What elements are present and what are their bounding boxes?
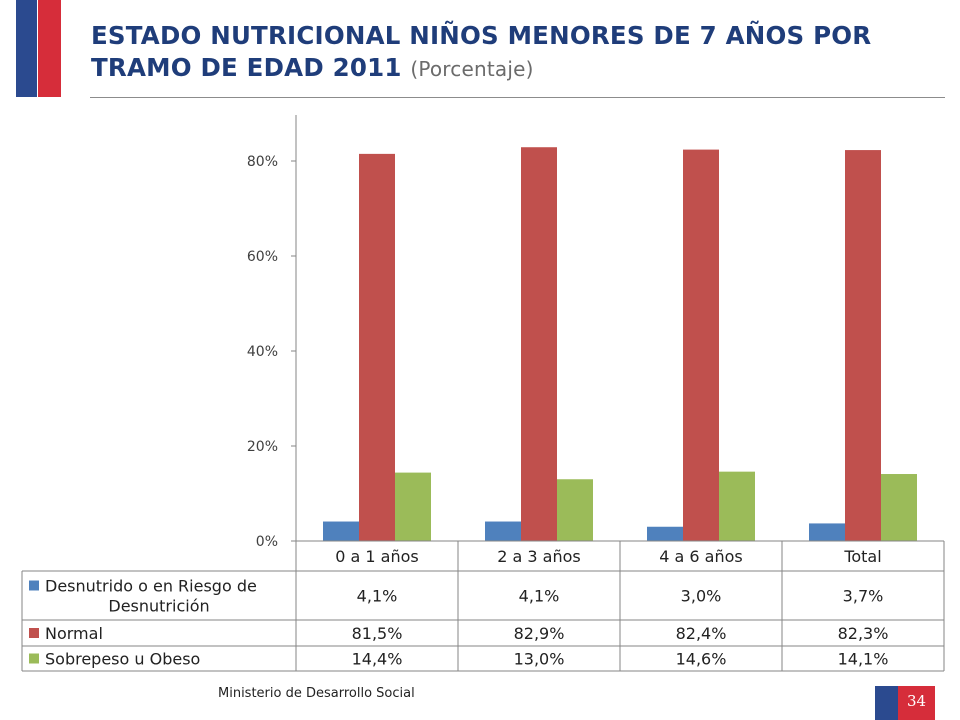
page-badge-red (898, 686, 935, 720)
bar-1-2 (485, 521, 521, 541)
bar-3-1 (395, 472, 431, 541)
data-label: 14,4% (352, 650, 403, 669)
bar-2-4 (845, 150, 881, 541)
legend-key-2 (29, 628, 39, 638)
bar-2-1 (359, 153, 395, 541)
data-label: 13,0% (514, 650, 565, 669)
legend-key-3 (29, 653, 39, 664)
page-badge-blue (875, 686, 898, 720)
data-label: 82,9% (514, 624, 565, 643)
y-tick-label: 80% (247, 154, 278, 170)
category-label: 0 a 1 años (335, 547, 419, 566)
footer-text: Ministerio de Desarrollo Social (218, 686, 415, 701)
data-label: 81,5% (352, 624, 403, 643)
y-tick-label: 40% (247, 344, 278, 360)
page-number: 34 (906, 692, 927, 710)
data-label: 14,6% (676, 650, 727, 669)
bar-2-2 (521, 147, 557, 541)
series-name: Normal (45, 624, 103, 643)
bar-3-3 (719, 471, 755, 541)
data-label: 3,0% (681, 587, 722, 606)
series-name: Desnutrido o en Riesgo de (45, 577, 257, 596)
title-main: ESTADO NUTRICIONAL NIÑOS MENORES DE 7 AÑ… (91, 21, 872, 82)
category-label: 4 a 6 años (659, 547, 743, 566)
data-label: 82,3% (838, 624, 889, 643)
data-label: 82,4% (676, 624, 727, 643)
bar-3-2 (557, 479, 593, 541)
flag-blue-stripe (16, 0, 37, 97)
title-subtitle: (Porcentaje) (410, 57, 534, 81)
category-label: Total (843, 547, 881, 566)
data-label: 14,1% (838, 650, 889, 669)
series-name: Desnutrición (108, 597, 209, 616)
series-name: Sobrepeso u Obeso (45, 650, 200, 669)
bar-2-3 (683, 149, 719, 541)
y-tick-label: 20% (247, 439, 278, 455)
slide-title: ESTADO NUTRICIONAL NIÑOS MENORES DE 7 AÑ… (91, 20, 951, 85)
title-rule (90, 97, 945, 98)
y-tick-label: 0% (256, 534, 278, 550)
y-tick-label: 60% (247, 249, 278, 265)
bar-1-4 (809, 523, 845, 541)
data-label: 4,1% (357, 587, 398, 606)
data-label: 3,7% (843, 587, 884, 606)
data-label: 4,1% (519, 587, 560, 606)
bar-1-3 (647, 526, 683, 541)
category-label: 2 a 3 años (497, 547, 581, 566)
bar-3-4 (881, 474, 917, 541)
bar-1-1 (323, 521, 359, 541)
legend-key-1 (29, 580, 39, 591)
flag-red-stripe (38, 0, 61, 97)
